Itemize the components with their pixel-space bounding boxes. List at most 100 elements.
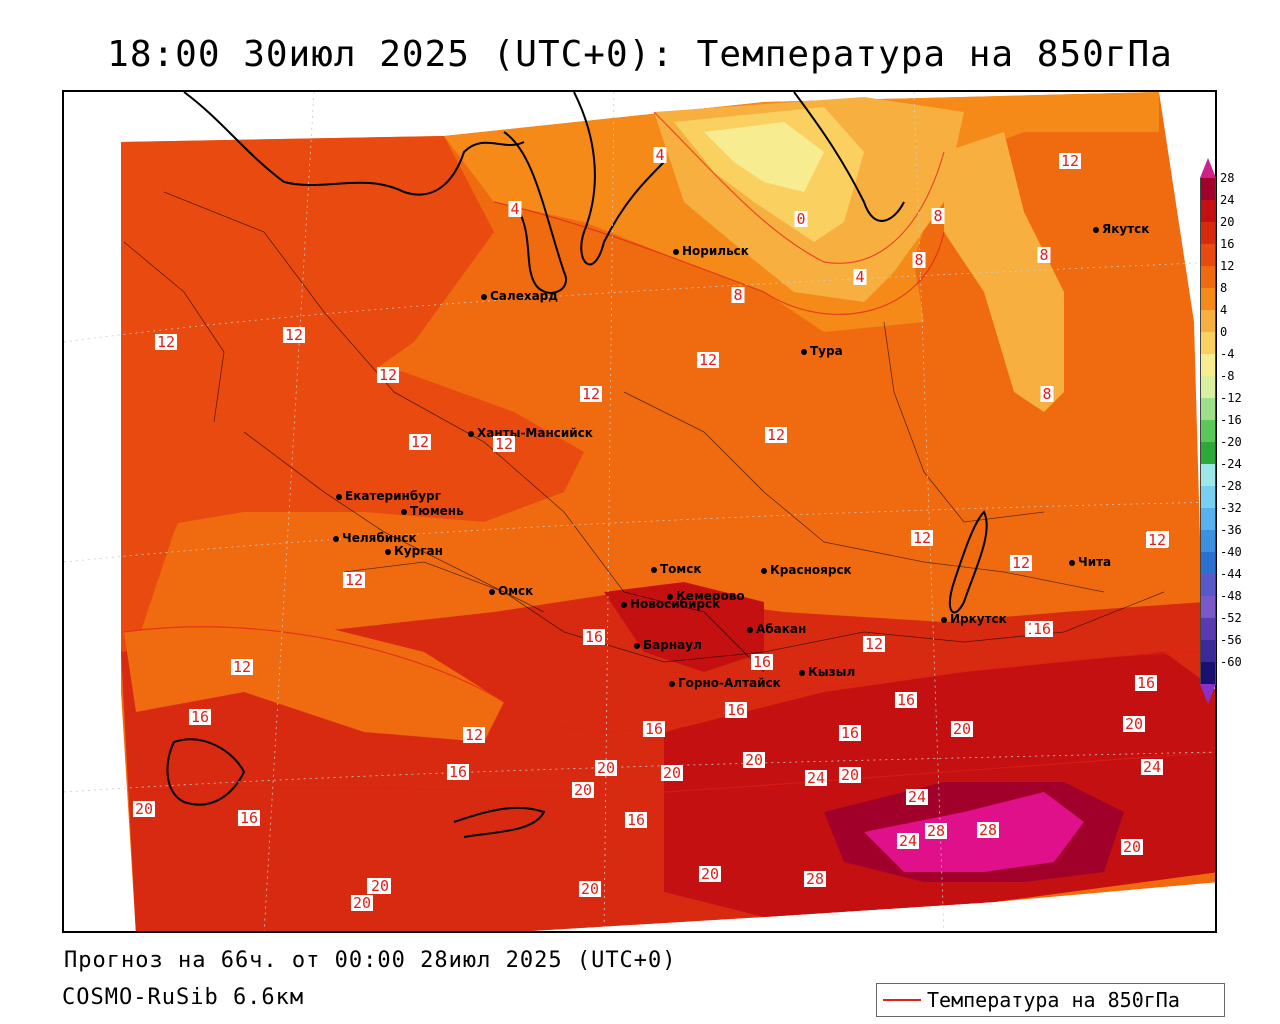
isoline-label: 24 bbox=[896, 832, 920, 850]
colorbar-segment bbox=[1200, 596, 1216, 618]
colorbar-top-arrow bbox=[1200, 158, 1216, 178]
colorbar-tick-label: 4 bbox=[1220, 303, 1228, 317]
isoline-label: 28 bbox=[803, 870, 827, 888]
city-marker bbox=[669, 681, 675, 687]
colorbar-segment bbox=[1200, 178, 1216, 200]
city-label: Норильск bbox=[682, 244, 749, 258]
colorbar-tick-label: -40 bbox=[1220, 545, 1242, 559]
isoline-label: 12 bbox=[696, 351, 720, 369]
city-label: Екатеринбург bbox=[345, 489, 441, 503]
city-label: Барнаул bbox=[643, 638, 702, 652]
colorbar-segment bbox=[1200, 464, 1216, 486]
colorbar-segment bbox=[1200, 662, 1216, 684]
city-marker bbox=[761, 568, 767, 574]
city-label: Иркутск bbox=[950, 612, 1007, 626]
city-marker bbox=[333, 536, 339, 542]
temperature-field bbox=[64, 92, 1215, 931]
city-marker bbox=[336, 494, 342, 500]
city-label: Тюмень bbox=[410, 504, 464, 518]
city-label: Чита bbox=[1078, 555, 1112, 569]
city-label: Курган bbox=[394, 544, 443, 558]
city-marker bbox=[651, 567, 657, 573]
colorbar-tick-label: -16 bbox=[1220, 413, 1242, 427]
colorbar-segment bbox=[1200, 530, 1216, 552]
colorbar-segment bbox=[1200, 442, 1216, 464]
colorbar-segment bbox=[1200, 200, 1216, 222]
isoline-label: 20 bbox=[742, 751, 766, 769]
city-marker bbox=[621, 602, 627, 608]
isoline-label: 16 bbox=[724, 701, 748, 719]
isoline-label: 12 bbox=[492, 435, 516, 453]
isoline-label: 16 bbox=[894, 691, 918, 709]
colorbar-tick-label: -52 bbox=[1220, 611, 1242, 625]
isoline-label: 20 bbox=[698, 865, 722, 883]
city-marker bbox=[489, 589, 495, 595]
colorbar-tick-label: -4 bbox=[1220, 347, 1235, 361]
city-label: Кызыл bbox=[808, 665, 856, 679]
isoline-label: 8 bbox=[931, 207, 945, 225]
colorbar-tick-label: -20 bbox=[1220, 435, 1242, 449]
isoline-label: 24 bbox=[804, 769, 828, 787]
isoline-label: 20 bbox=[578, 880, 602, 898]
colorbar bbox=[1200, 158, 1216, 704]
city-marker bbox=[667, 594, 673, 600]
isoline-label: 12 bbox=[1009, 554, 1033, 572]
colorbar-segment bbox=[1200, 376, 1216, 398]
isoline-label: 28 bbox=[924, 822, 948, 840]
isoline-label: 0 bbox=[794, 210, 808, 228]
colorbar-segment bbox=[1200, 222, 1216, 244]
colorbar-tick-label: -8 bbox=[1220, 369, 1235, 383]
colorbar-tick-label: 20 bbox=[1220, 215, 1235, 229]
city-label: Красноярск bbox=[770, 563, 852, 577]
colorbar-segment bbox=[1200, 332, 1216, 354]
colorbar-tick-label: 8 bbox=[1220, 281, 1228, 295]
legend-label: Температура на 850гПа bbox=[927, 988, 1180, 1012]
city-label: Якутск bbox=[1102, 222, 1150, 236]
isoline-label: 20 bbox=[838, 766, 862, 784]
isoline-label: 4 bbox=[853, 268, 867, 286]
map-title: 18:00 30июл 2025 (UTC+0): Температура на… bbox=[107, 34, 1173, 75]
colorbar-tick-label: 0 bbox=[1220, 325, 1228, 339]
isoline-label: 12 bbox=[408, 433, 432, 451]
temperature-map[interactable]: Норильск Якутск Салехард Тура Ханты-Мансийск… bbox=[62, 90, 1217, 933]
city-marker bbox=[941, 617, 947, 623]
city-label: Тура bbox=[810, 344, 843, 358]
city-marker bbox=[385, 549, 391, 555]
isoline-label: 4 bbox=[508, 200, 522, 218]
model-name: COSMO-RuSib 6.6км bbox=[62, 985, 305, 1010]
isoline-label: 12 bbox=[1145, 531, 1169, 549]
city-marker bbox=[634, 643, 640, 649]
colorbar-segment bbox=[1200, 266, 1216, 288]
city-marker bbox=[468, 431, 474, 437]
isoline-label: 12 bbox=[376, 366, 400, 384]
isoline-label: 16 bbox=[1134, 674, 1158, 692]
colorbar-segment bbox=[1200, 244, 1216, 266]
colorbar-tick-label: 16 bbox=[1220, 237, 1235, 251]
city-marker bbox=[1093, 227, 1099, 233]
colorbar-tick-label: -48 bbox=[1220, 589, 1242, 603]
colorbar-tick-label: -56 bbox=[1220, 633, 1242, 647]
isoline-label: 16 bbox=[237, 809, 261, 827]
isoline-label: 8 bbox=[1040, 385, 1054, 403]
isoline-label: 12 bbox=[230, 658, 254, 676]
isoline-label: 20 bbox=[660, 764, 684, 782]
city-marker bbox=[673, 249, 679, 255]
city-marker bbox=[799, 670, 805, 676]
colorbar-tick-label: -12 bbox=[1220, 391, 1242, 405]
colorbar-tick-label: -24 bbox=[1220, 457, 1242, 471]
colorbar-segment bbox=[1200, 288, 1216, 310]
isoline-label: 8 bbox=[731, 286, 745, 304]
isoline-label: 16 bbox=[838, 724, 862, 742]
isoline-label: 16 bbox=[642, 720, 666, 738]
isoline-label: 24 bbox=[1140, 758, 1164, 776]
isoline-label: 12 bbox=[282, 326, 306, 344]
colorbar-segment bbox=[1200, 310, 1216, 332]
isoline-label: 20 bbox=[368, 877, 392, 895]
isoline-label: 12 bbox=[1058, 152, 1082, 170]
city-marker bbox=[481, 294, 487, 300]
isoline-label: 12 bbox=[154, 333, 178, 351]
city-label: Омск bbox=[498, 584, 534, 598]
isoline-label: 28 bbox=[976, 821, 1000, 839]
colorbar-tick-label: -44 bbox=[1220, 567, 1242, 581]
colorbar-segment bbox=[1200, 420, 1216, 442]
